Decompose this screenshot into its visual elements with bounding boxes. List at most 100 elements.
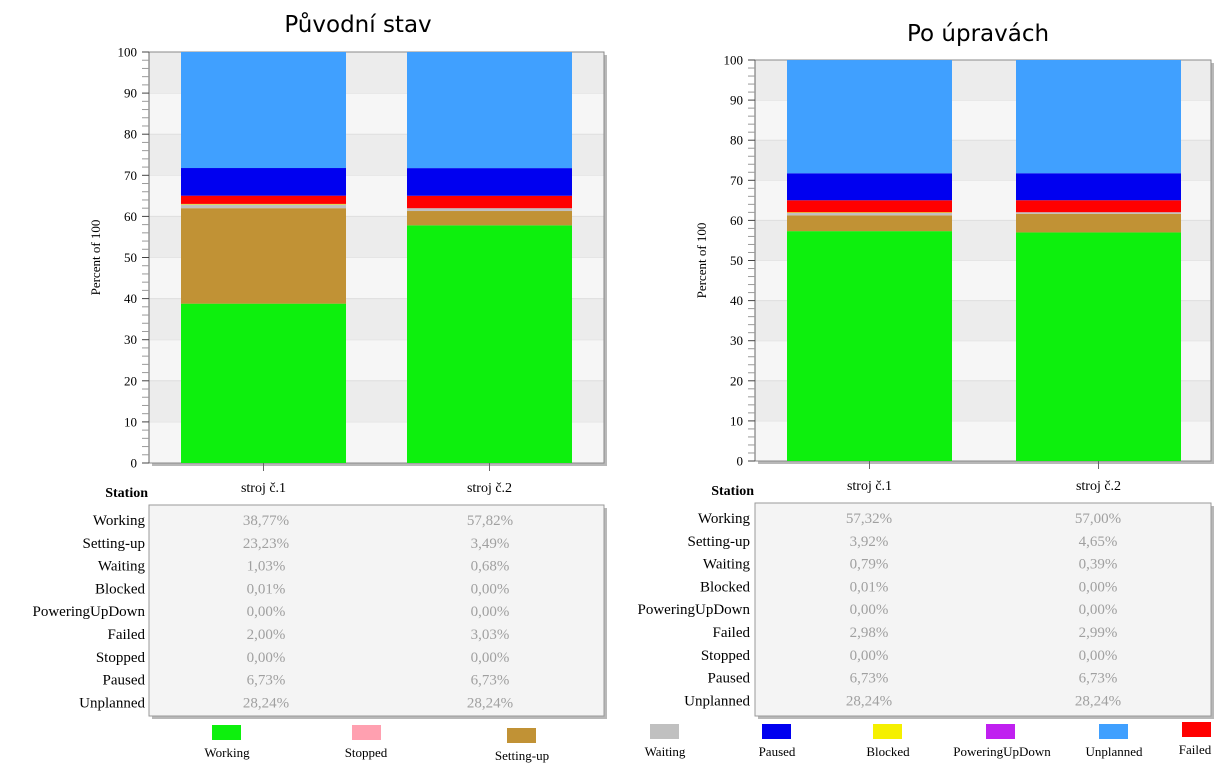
y-tick-label: 100 [724, 53, 744, 68]
legend-label-poweringupdown: PoweringUpDown [953, 744, 1051, 759]
x-tick-label: stroj č.1 [847, 479, 892, 494]
legend-label-stopped: Stopped [345, 745, 388, 760]
table-row-label: Setting-up [688, 534, 751, 550]
table-row-label: Failed [713, 625, 751, 641]
bar-waiting-stroj-c-2 [1016, 212, 1181, 214]
table-cell: 0,01% [247, 581, 286, 597]
table-cell: 0,00% [1079, 579, 1118, 595]
bar-setting-up-stroj-c-1 [787, 215, 952, 232]
legend-swatch-unplanned [1099, 724, 1128, 739]
table-row-label: PoweringUpDown [33, 604, 146, 620]
table-cell: 2,00% [247, 627, 286, 643]
table-cell: 28,24% [243, 695, 289, 711]
y-tick-label: 80 [124, 127, 137, 142]
table-row-label: Unplanned [79, 695, 145, 711]
y-tick-label: 90 [124, 86, 137, 101]
chart-po-upravach: Po úpravách 0 10 20 30 40 50 60 70 80 90 100 Percent… [638, 21, 1214, 719]
chart-puvodni-stav: Původní stav 0 10 20 30 40 50 60 70 80 90 100 Percen… [33, 11, 607, 719]
bar-waiting-stroj-c-1 [181, 203, 346, 209]
bar-paused-stroj-c-1 [787, 173, 952, 201]
legend-label-failed: Failed [1179, 742, 1212, 757]
legend-label-unplanned: Unplanned [1085, 744, 1143, 759]
table-cell: 0,39% [1079, 557, 1118, 573]
y-tick-label: 60 [730, 213, 743, 228]
bar-unplanned-stroj-c-1 [181, 51, 346, 169]
table-cell: 57,32% [846, 511, 892, 527]
bar-unplanned-stroj-c-2 [1016, 60, 1181, 174]
table-row-label: Waiting [98, 559, 146, 575]
bar-blocked-stroj-c-1 [181, 203, 346, 205]
table-row-label: PoweringUpDown [638, 602, 751, 618]
bar-unplanned-stroj-c-2 [407, 52, 572, 169]
table-cell: 0,00% [1079, 602, 1118, 618]
table-cell: 0,00% [247, 604, 286, 620]
bar-failed-stroj-c-2 [1016, 200, 1181, 213]
bar-failed-stroj-c-1 [787, 200, 952, 213]
x-axis-label: Station [105, 486, 148, 501]
y-tick-label: 50 [730, 253, 743, 268]
y-tick-label: 30 [730, 333, 743, 348]
table-row-label: Failed [108, 627, 146, 643]
bar-unplanned-stroj-c-1 [787, 60, 952, 174]
y-tick-label: 100 [118, 45, 138, 60]
table-cell: 2,99% [1079, 625, 1118, 641]
legend-label-blocked: Blocked [866, 744, 910, 759]
y-tick-label: 30 [124, 332, 137, 347]
legend-label-setting-up: Setting-up [495, 748, 549, 763]
table-cell: 3,49% [471, 536, 510, 552]
table-cell: 28,24% [467, 695, 513, 711]
table-cell: 0,00% [850, 602, 889, 618]
legend-swatch-setting-up [507, 728, 536, 743]
bar-setting-up-stroj-c-2 [1016, 213, 1181, 233]
table-cell: 0,68% [471, 559, 510, 575]
table-cell: 0,00% [247, 650, 286, 666]
table-row-label: Blocked [95, 581, 145, 597]
bar-working-stroj-c-1 [181, 303, 346, 463]
y-tick-label: 50 [124, 250, 137, 265]
y-axis-label: Percent of 100 [694, 223, 709, 299]
bar-blocked-stroj-c-1 [787, 212, 952, 213]
y-tick-label: 10 [124, 414, 137, 429]
y-tick-label: 70 [124, 168, 137, 183]
table-row-label: Working [698, 511, 751, 527]
table-row-label: Paused [708, 671, 751, 687]
table-cell: 28,24% [1075, 693, 1121, 709]
table-cell: 57,00% [1075, 511, 1121, 527]
y-tick-label: 20 [730, 373, 743, 388]
table-cell: 2,98% [850, 625, 889, 641]
table-cell: 3,03% [471, 627, 510, 643]
table-cell: 6,73% [247, 673, 286, 689]
legend-swatch-stopped [352, 725, 381, 740]
y-tick-label: 80 [730, 133, 743, 148]
table-row-label: Unplanned [684, 693, 750, 709]
table-row-label: Stopped [701, 648, 751, 664]
legend-swatch-failed [1182, 722, 1211, 737]
bar-working-stroj-c-2 [1016, 232, 1181, 461]
table-cell: 3,92% [850, 534, 889, 550]
table-cell: 0,00% [1079, 648, 1118, 664]
data-table [148, 504, 605, 717]
y-axis-label: Percent of 100 [88, 220, 103, 296]
legend-label-working: Working [204, 745, 250, 760]
table-row-label: Blocked [700, 579, 750, 595]
chart-title: Původní stav [284, 11, 431, 38]
y-tick-label: 20 [124, 373, 137, 388]
y-tick-label: 0 [737, 454, 744, 469]
x-tick-label: stroj č.2 [1076, 479, 1121, 494]
table-cell: 0,00% [471, 581, 510, 597]
x-axis-label: Station [711, 484, 754, 499]
table-cell: 23,23% [243, 536, 289, 552]
table-row-label: Setting-up [83, 536, 146, 552]
table-cell: 0,01% [850, 579, 889, 595]
table-row-label: Stopped [96, 650, 146, 666]
y-tick-label: 40 [124, 291, 137, 306]
legend-swatch-waiting [650, 724, 679, 739]
bar-failed-stroj-c-2 [407, 195, 572, 209]
x-tick-label: stroj č.1 [241, 481, 286, 496]
table-row-label: Working [93, 513, 146, 529]
bar-paused-stroj-c-2 [407, 168, 572, 196]
table-cell: 38,77% [243, 513, 289, 529]
table-cell: 1,03% [247, 559, 286, 575]
x-tick-label: stroj č.2 [467, 481, 512, 496]
